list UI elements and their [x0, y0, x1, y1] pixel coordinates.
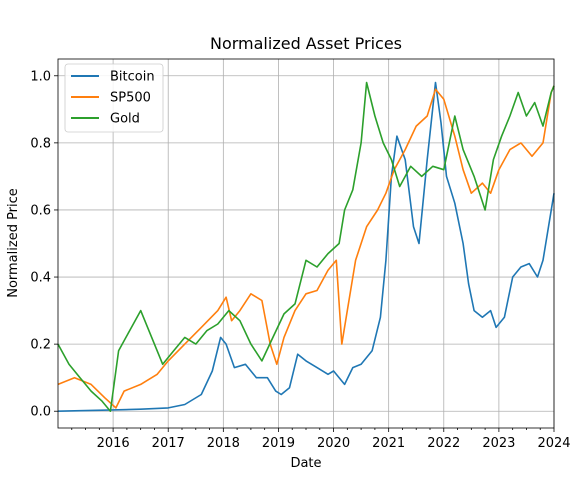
- legend-label-bitcoin: Bitcoin: [110, 70, 155, 85]
- y-tick-label: 0.2: [30, 338, 51, 353]
- y-tick-label: 0.8: [30, 136, 51, 151]
- x-tick-label: 2020: [317, 436, 350, 451]
- x-tick-label: 2024: [537, 436, 570, 451]
- legend-label-gold: Gold: [110, 112, 140, 127]
- x-axis-label: Date: [290, 456, 321, 471]
- y-axis-label: Normalized Price: [6, 188, 21, 298]
- y-tick-label: 0.4: [30, 271, 51, 286]
- chart-title: Normalized Asset Prices: [210, 34, 402, 53]
- x-tick-label: 2022: [427, 436, 460, 451]
- x-tick-label: 2023: [482, 436, 515, 451]
- y-tick-label: 1.0: [30, 69, 51, 84]
- x-tick-label: 2017: [152, 436, 185, 451]
- y-tick-label: 0.6: [30, 203, 51, 218]
- x-tick-label: 2016: [97, 436, 130, 451]
- legend: Bitcoin SP500 Gold: [64, 63, 164, 133]
- series-line-gold: [57, 81, 555, 412]
- legend-label-sp500: SP500: [110, 91, 151, 106]
- y-tick-label: 0.0: [30, 405, 51, 420]
- legend-box: [64, 63, 164, 133]
- series-layer: [57, 81, 555, 412]
- x-tick-label: 2018: [207, 436, 240, 451]
- x-tick-label: 2021: [372, 436, 405, 451]
- x-tick-label: 2019: [262, 436, 295, 451]
- ticks-layer: 2016 2017 2018 2019 2020 2021 2022 2023 2024 0.0 0…: [30, 69, 570, 451]
- series-line-sp500: [57, 85, 555, 409]
- series-line-bitcoin: [57, 81, 555, 412]
